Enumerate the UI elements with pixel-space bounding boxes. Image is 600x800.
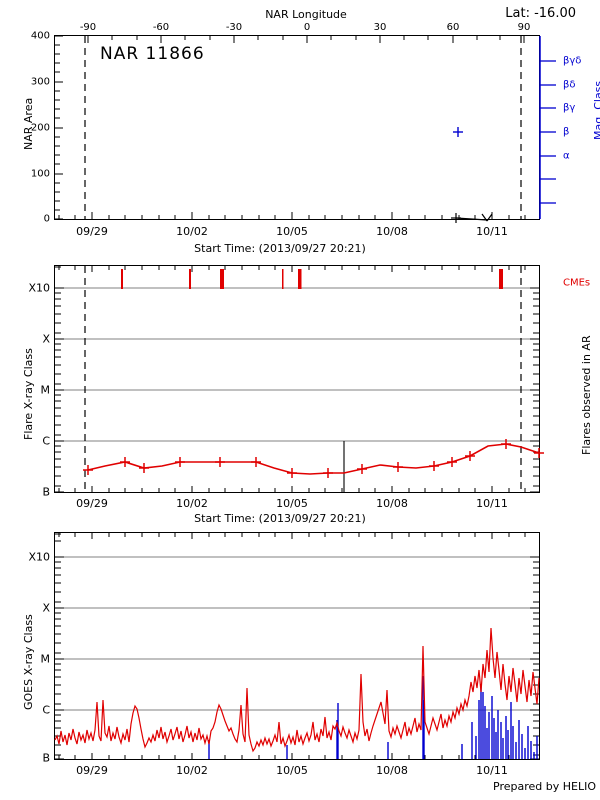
panel3-ytick-label-x10: X10 bbox=[28, 550, 50, 564]
panel2-xtick-label-2: 10/05 bbox=[276, 497, 308, 510]
panel1-ytick-label-3: 100 bbox=[30, 168, 50, 180]
panel1-xtick-label-1: 10/02 bbox=[176, 225, 208, 238]
panel1-top-tick-label-5: 60 bbox=[446, 22, 460, 33]
panel1-xaxis-title: Start Time: (2013/09/27 20:21) bbox=[194, 242, 366, 255]
panel1-ytick-label-0: 400 bbox=[30, 30, 50, 42]
panel1-magclass-label-b: β bbox=[563, 126, 570, 138]
panel2-yaxis-title: Flare X-ray Class bbox=[22, 348, 35, 440]
panel1-xtick-label-2: 10/05 bbox=[276, 225, 308, 238]
panel1-top-tick-label-1: -60 bbox=[152, 22, 170, 33]
panel1-top-tick-label-0: -90 bbox=[79, 22, 97, 33]
panel1-xtick-label-0: 09/29 bbox=[76, 225, 108, 238]
panel1-y2-axis-title: Mag. Class bbox=[592, 80, 600, 140]
panel1-top-tick-label-2: -30 bbox=[225, 22, 243, 33]
panel3-xtick-label-3: 10/08 bbox=[376, 764, 408, 777]
panel3-xtick-label-4: 10/11 bbox=[476, 764, 508, 777]
panel1-xtick-label-4: 10/11 bbox=[476, 225, 508, 238]
panel3-ytick-label-m: M bbox=[40, 652, 51, 666]
panel2-ytick-label-b: B bbox=[42, 485, 50, 499]
panel2-xtick-label-0: 09/29 bbox=[76, 497, 108, 510]
panel1-region-title: NAR 11866 bbox=[100, 44, 205, 64]
panel2-y2-axis-title: Flares observed in AR bbox=[580, 335, 593, 455]
panel1-top-tick-label-3: 0 bbox=[303, 22, 311, 33]
panel3-xtick-label-0: 09/29 bbox=[76, 764, 108, 777]
panel3-plot-frame bbox=[54, 532, 540, 760]
panel3-xtick-label-2: 10/05 bbox=[276, 764, 308, 777]
panel1-ytick-label-1: 300 bbox=[30, 76, 50, 88]
panel3-ytick-label-c: C bbox=[42, 703, 50, 717]
panel1-plot-frame bbox=[54, 35, 540, 220]
panel2-xtick-label-1: 10/02 bbox=[176, 497, 208, 510]
panel2-ytick-label-m: M bbox=[40, 383, 51, 397]
panel2-ytick-label-c: C bbox=[42, 434, 50, 448]
panel1-ytick-label-4: 0 bbox=[43, 213, 50, 225]
panel2-cmes-label: CMEs bbox=[563, 277, 591, 289]
panel1-magclass-label-bg: βγ bbox=[563, 102, 576, 114]
panel1-top-tick-label-4: 30 bbox=[373, 22, 387, 33]
panel3-xtick-label-1: 10/02 bbox=[176, 764, 208, 777]
panel3-ytick-label-b: B bbox=[42, 751, 50, 765]
panel3-ytick-label-x: X bbox=[42, 601, 50, 615]
panel3-yaxis-title: GOES X-ray Class bbox=[22, 614, 35, 710]
panel1-ytick-label-2: 200 bbox=[30, 122, 50, 134]
panel1-xtick-label-3: 10/08 bbox=[376, 225, 408, 238]
panel1-yaxis-title: NAR Area bbox=[22, 97, 35, 150]
panel2-xtick-label-4: 10/11 bbox=[476, 497, 508, 510]
panel1-magclass-label-bgd: βγδ bbox=[563, 55, 582, 67]
panel1-top-axis-title: NAR Longitude bbox=[265, 8, 347, 21]
panel3-footer-credit: Prepared by HELIO bbox=[493, 780, 596, 793]
panel2-ytick-label-x: X bbox=[42, 332, 50, 346]
panel1-top-tick-label-6: 90 bbox=[517, 22, 531, 33]
panel1-lat-annotation: Lat: -16.00 bbox=[505, 6, 576, 21]
panel1-magclass-label-bd: βδ bbox=[563, 79, 576, 91]
panel2-ytick-label-x10: X10 bbox=[28, 281, 50, 295]
panel2-plot-frame bbox=[54, 265, 540, 493]
panel1-magclass-label-a: α bbox=[563, 150, 570, 162]
panel2-xaxis-title: Start Time: (2013/09/27 20:21) bbox=[194, 512, 366, 525]
panel2-xtick-label-3: 10/08 bbox=[376, 497, 408, 510]
